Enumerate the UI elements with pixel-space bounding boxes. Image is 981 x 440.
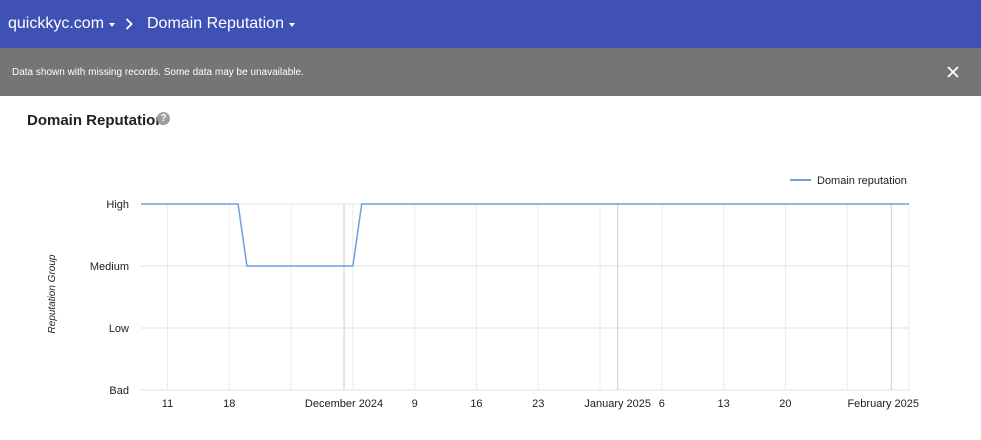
chevron-down-icon [109, 23, 116, 27]
x-tick-label: 18 [223, 398, 235, 410]
page-selector-label: Domain Reputation [147, 15, 284, 32]
y-axis-title: Reputation Group [47, 254, 58, 333]
x-tick-label: 23 [532, 398, 544, 410]
y-tick-label: Medium [90, 261, 129, 273]
x-tick-label: 16 [470, 398, 482, 410]
top-app-bar: quickkyc.com Domain Reputation [0, 0, 981, 48]
x-tick-label: 13 [717, 398, 729, 410]
card-title: Domain Reputation [27, 112, 165, 129]
y-tick-label: Low [109, 323, 129, 335]
chevron-down-icon [288, 23, 295, 27]
chevron-right-icon [124, 0, 134, 48]
x-tick-label: 11 [162, 398, 173, 410]
y-tick-label: High [106, 199, 129, 211]
domain-reputation-chart: Bad Low Medium High 11 18 December 2024 9 16 23 J… [47, 175, 919, 410]
page-selector[interactable]: Domain Reputation [147, 0, 295, 48]
x-tick-label: 20 [779, 398, 791, 410]
legend-label: Domain reputation [817, 175, 907, 187]
x-tick-label: 6 [659, 398, 665, 410]
x-tick-label: 9 [412, 398, 418, 410]
y-tick-label: Bad [109, 385, 129, 397]
help-circle-icon[interactable]: ? [157, 112, 170, 125]
series-line [141, 203, 909, 267]
x-tick-label: December 2024 [305, 398, 383, 410]
domain-selector[interactable]: quickkyc.com [8, 0, 116, 48]
close-icon[interactable] [941, 60, 965, 84]
warning-banner: Data shown with missing records. Some da… [0, 48, 981, 96]
x-tick-label: February 2025 [847, 398, 919, 410]
banner-message: Data shown with missing records. Some da… [12, 66, 304, 78]
x-tick-label: January 2025 [584, 398, 651, 410]
domain-selector-label: quickkyc.com [8, 15, 105, 32]
